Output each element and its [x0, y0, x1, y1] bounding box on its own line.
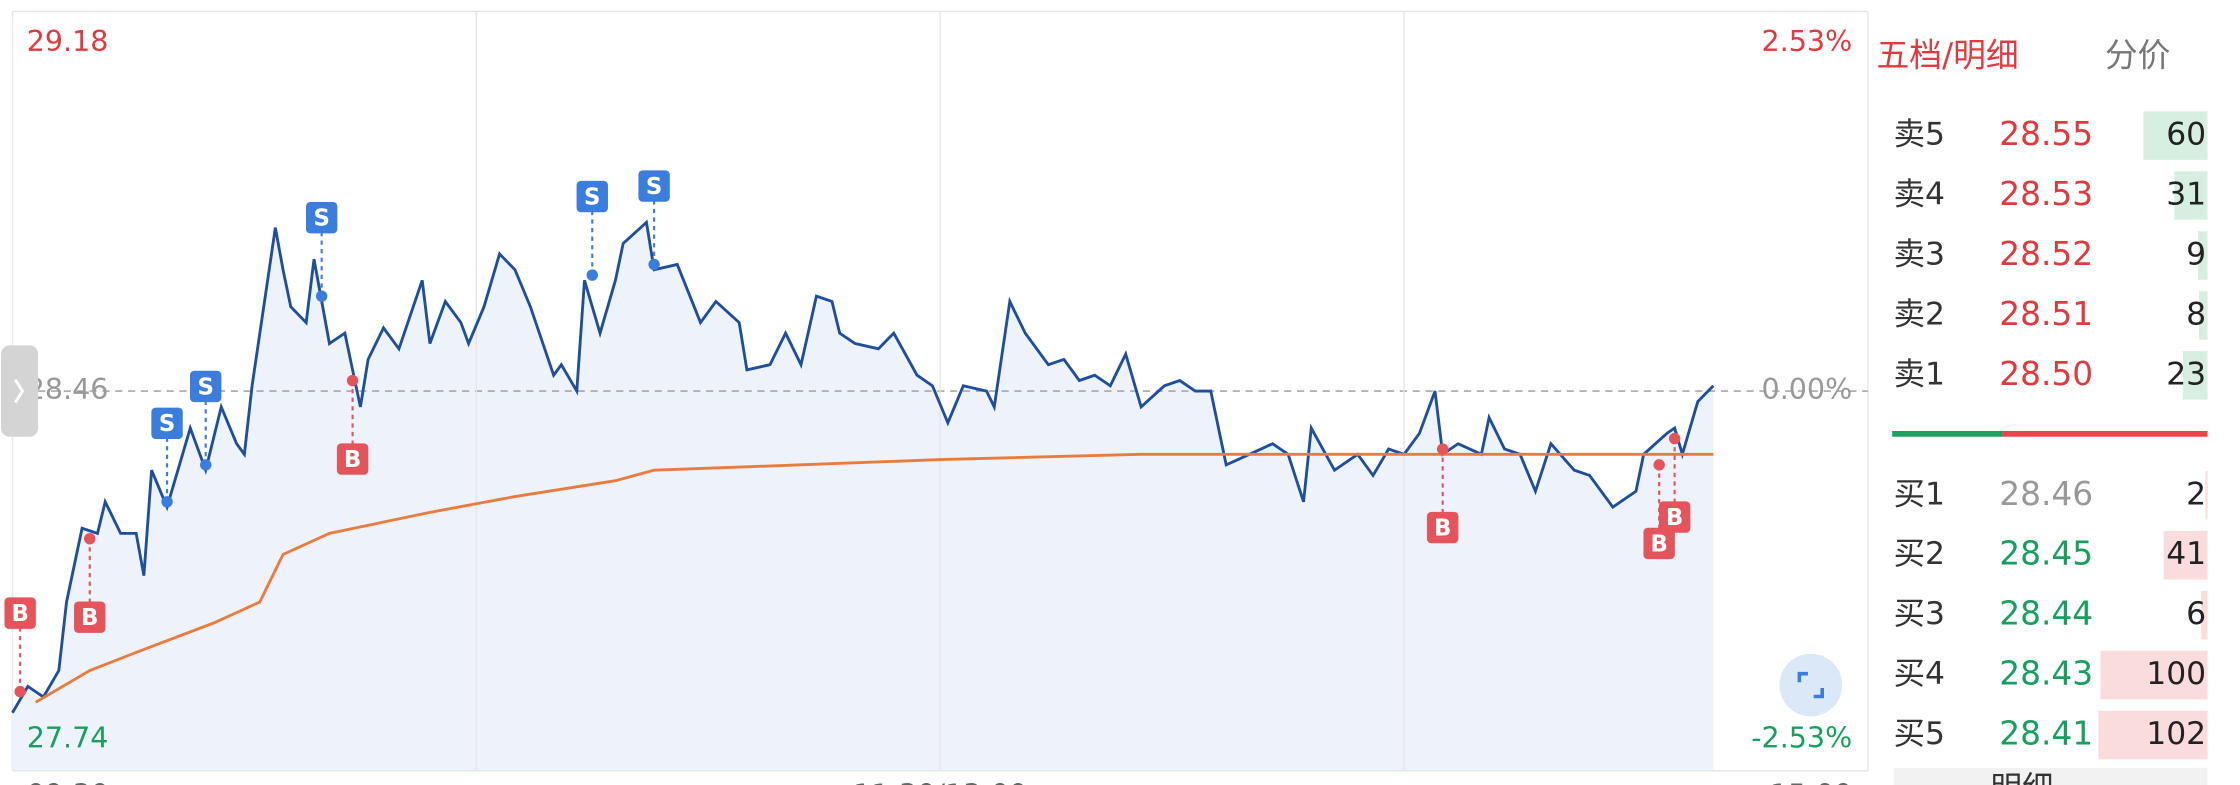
level-label: 买4: [1894, 656, 1945, 692]
handle-arrow: [14, 378, 25, 404]
level-volume: 100: [2146, 656, 2206, 692]
trade-point: [14, 685, 26, 698]
level-price: 28.46: [1999, 475, 2093, 513]
level-price: 28.44: [1999, 595, 2093, 633]
expand-icon: [1797, 671, 1825, 699]
trade-badge: [1643, 527, 1675, 560]
y-tick-label: 27.74: [27, 721, 109, 754]
level-price: 28.43: [1999, 655, 2093, 693]
trade-point: [161, 496, 173, 508]
trade-badge: [638, 170, 670, 202]
x-tick-label: 09:30: [27, 778, 109, 785]
expand-button[interactable]: [1779, 653, 1843, 717]
level-label: 买5: [1894, 716, 1945, 752]
level-label: 卖3: [1894, 236, 1945, 272]
average-line: [34, 452, 1714, 704]
trade-point: [648, 258, 660, 271]
volume-bar: [2143, 111, 2208, 160]
level-price: 28.45: [1999, 535, 2093, 573]
trade-label: S: [159, 411, 175, 437]
trade-badge: [74, 601, 106, 633]
volume-bar: [2201, 590, 2208, 640]
side-handle[interactable]: [1, 345, 39, 437]
volume-bar: [2205, 471, 2208, 520]
trade-label: B: [1650, 531, 1667, 557]
trade-badge: [4, 597, 36, 629]
level-label: 卖4: [1894, 177, 1945, 213]
level-volume: 102: [2146, 716, 2206, 752]
trade-label: B: [11, 601, 28, 627]
trade-label: S: [197, 374, 213, 400]
level-volume: 8: [2186, 296, 2206, 332]
level-price: 28.52: [1999, 235, 2093, 273]
trade-point: [84, 533, 96, 545]
y2-tick-label: -2.53%: [1751, 721, 1852, 754]
level-volume: 41: [2166, 536, 2206, 572]
trade-point: [1436, 443, 1449, 455]
footer-label[interactable]: 明细: [1991, 770, 2054, 785]
trade-point: [200, 459, 212, 471]
level-label: 卖5: [1894, 117, 1945, 153]
level-label: 买2: [1894, 536, 1945, 572]
volume-bar: [2098, 710, 2208, 760]
tab[interactable]: 分价: [2105, 37, 2171, 75]
trade-badge: [576, 180, 608, 213]
level-label: 卖2: [1894, 296, 1945, 332]
level-price: 28.51: [1999, 295, 2093, 333]
x-tick-label: 15:00: [1770, 778, 1852, 785]
trade-label: S: [584, 184, 600, 210]
trade-badge: [1658, 501, 1691, 533]
trade-label: B: [1666, 505, 1683, 531]
level-price: 28.53: [1999, 175, 2093, 213]
level-volume: 9: [2186, 236, 2206, 272]
footer-tab: [1893, 767, 2208, 785]
level-label: 买3: [1894, 596, 1945, 632]
level-volume: 60: [2166, 117, 2206, 153]
trade-point: [346, 374, 359, 387]
trade-badge: [336, 443, 369, 475]
volume-bar: [2199, 291, 2208, 340]
level-price: 28.55: [1999, 115, 2093, 153]
volume-bar: [2100, 650, 2208, 700]
y-tick-label: 28.46: [27, 373, 109, 406]
trade-badge: [305, 201, 338, 234]
volume-bar: [2174, 171, 2208, 220]
price-line: [11, 219, 1715, 714]
trade-label: S: [646, 174, 662, 200]
expand-circle: [1779, 653, 1843, 717]
y2-tick-label: 0.00%: [1762, 373, 1853, 406]
level-label: 卖1: [1894, 356, 1945, 392]
trade-label: B: [81, 605, 98, 631]
level-price: 28.41: [1999, 715, 2093, 753]
trade-badge: [151, 407, 183, 440]
level-price: 28.50: [1999, 355, 2093, 393]
y2-tick-label: 2.53%: [1762, 25, 1853, 58]
x-tick-label: 11:30/13:00: [853, 778, 1027, 785]
level-volume: 23: [2166, 356, 2206, 392]
level-volume: 2: [2186, 476, 2206, 512]
trade-point: [1653, 459, 1665, 471]
trade-label: B: [344, 447, 361, 473]
volume-bar: [2163, 530, 2208, 580]
level-label: 买1: [1894, 476, 1945, 512]
trade-label: B: [1434, 516, 1451, 542]
y-tick-label: 29.18: [27, 25, 109, 58]
trade-badge: [1426, 511, 1459, 544]
volume-bar: [2197, 231, 2208, 280]
trade-point: [315, 290, 328, 302]
price-area: [12, 222, 1714, 771]
level-volume: 6: [2186, 596, 2206, 632]
volume-bar: [2182, 351, 2208, 400]
trade-label: S: [313, 206, 329, 232]
trade-point: [1668, 432, 1681, 445]
trade-badge: [190, 370, 222, 403]
trade-point: [586, 269, 598, 281]
level-volume: 31: [2166, 177, 2206, 213]
tab-active[interactable]: 五档/明细: [1876, 37, 2018, 75]
